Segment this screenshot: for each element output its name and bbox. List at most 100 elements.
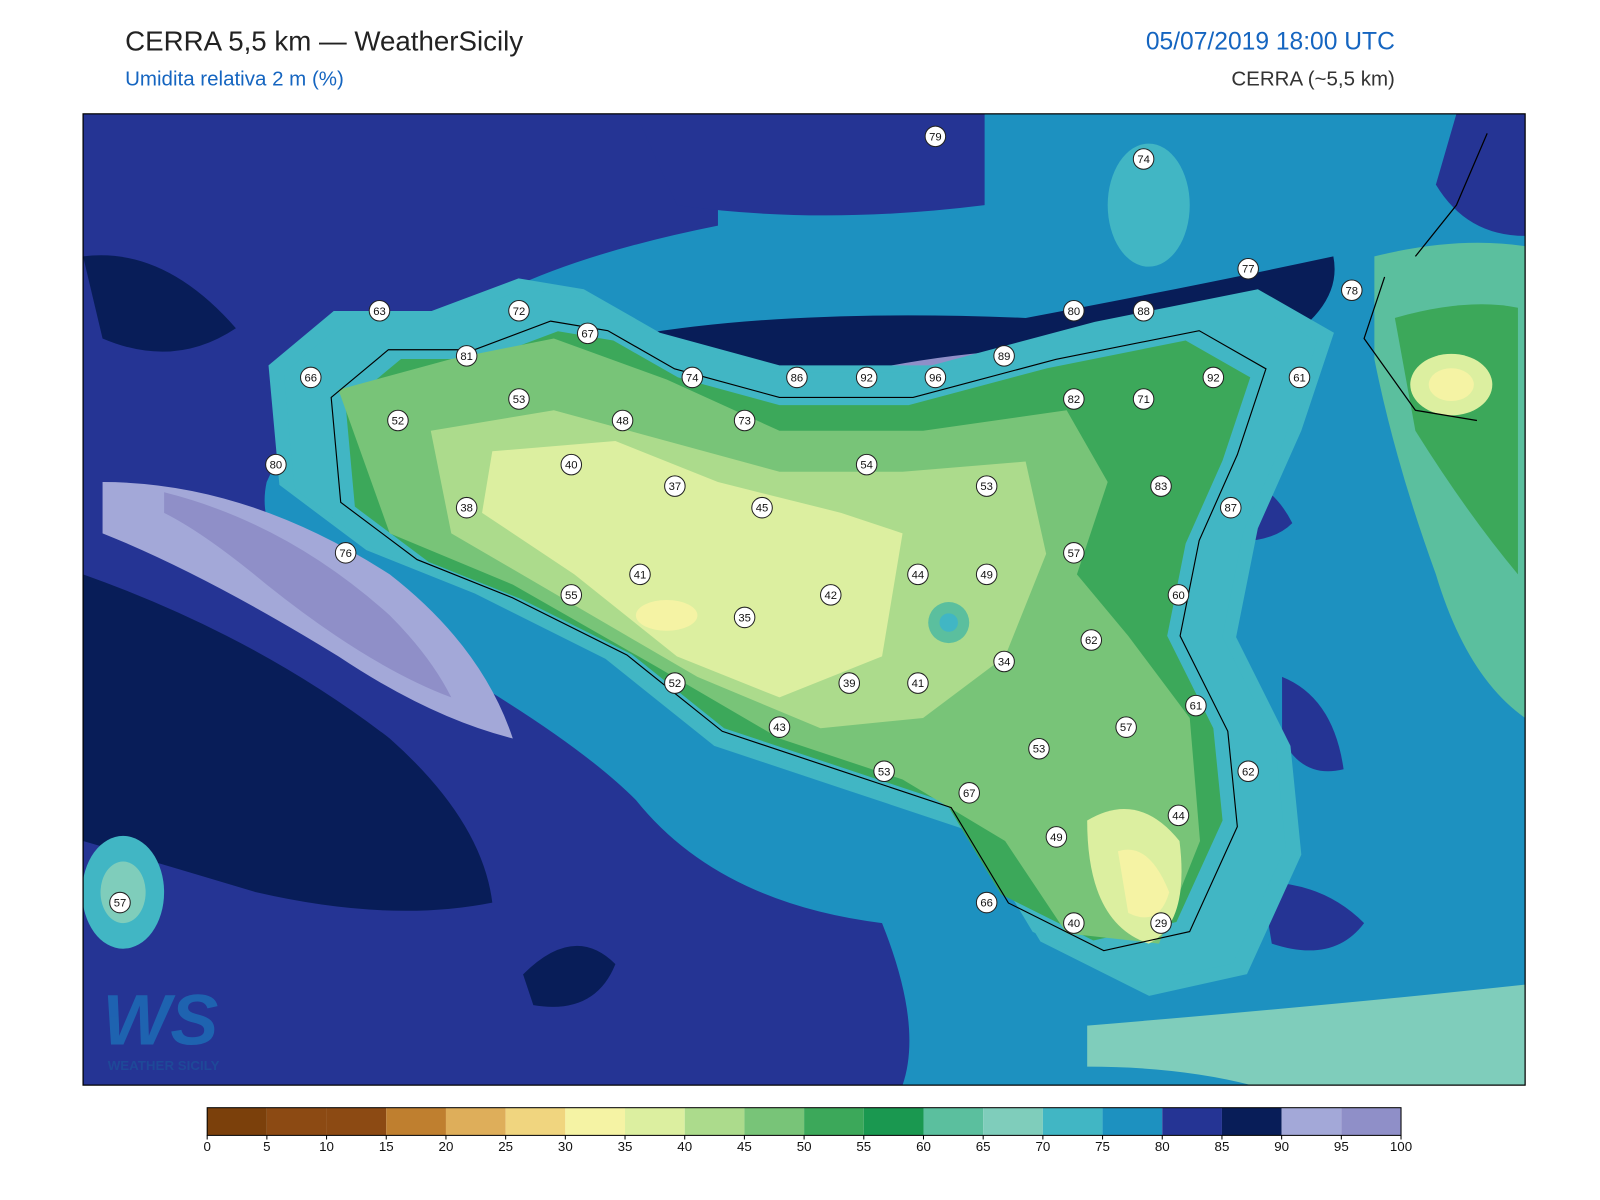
- station-value: 66: [305, 372, 318, 384]
- station-marker: [855, 366, 878, 389]
- station-marker: [576, 322, 599, 345]
- colorbar-tick-label: 100: [1390, 1139, 1412, 1154]
- station-marker: [786, 366, 808, 389]
- colorbar-tick-label: 0: [203, 1139, 210, 1154]
- station-value: 53: [513, 394, 526, 406]
- colorbar-swatch: [505, 1107, 566, 1136]
- map-field: WS WEATHER SICILY 79 74 77 78 63 72 67 80 88 81 89…: [83, 113, 1526, 1086]
- colorbar-swatch: [804, 1107, 864, 1136]
- station-value: 61: [1190, 701, 1203, 713]
- title: CERRA 5,5 km — WeatherSicily: [125, 25, 523, 56]
- station-marker: [993, 345, 1015, 367]
- station-marker: [455, 345, 478, 367]
- station-marker: [1132, 148, 1155, 170]
- station-value: 92: [1207, 372, 1220, 384]
- station-value: 77: [1242, 264, 1255, 276]
- station-value: 96: [929, 372, 942, 384]
- station-value: 62: [1085, 635, 1098, 647]
- station-value: 74: [686, 372, 699, 384]
- station-value: 67: [581, 328, 594, 340]
- station-value: 73: [738, 416, 751, 428]
- station-marker: [664, 672, 686, 694]
- colorbar-swatch: [565, 1107, 626, 1136]
- colorbar-tick-label: 25: [498, 1139, 513, 1154]
- map-frame: [82, 113, 1526, 1086]
- station-marker: [1045, 826, 1068, 848]
- station-value: 34: [998, 657, 1011, 669]
- station-value: 49: [980, 569, 993, 581]
- station-marker: [907, 563, 929, 586]
- station-value: 61: [1293, 372, 1306, 384]
- station-value: 89: [998, 351, 1011, 363]
- logo-text: WEATHER SICILY: [108, 1058, 220, 1073]
- colorbar-tick-label: 50: [797, 1139, 812, 1154]
- station-value: 76: [339, 548, 352, 560]
- station-marker: [560, 584, 583, 606]
- station-marker: [508, 299, 530, 322]
- logo: WS WEATHER SICILY: [103, 981, 220, 1074]
- station-value: 81: [460, 351, 473, 363]
- station-marker: [1220, 496, 1242, 519]
- station-marker: [924, 366, 947, 389]
- colorbar-swatch: [445, 1107, 506, 1136]
- station-marker: [768, 716, 791, 738]
- station-value: 52: [392, 416, 405, 428]
- colorbar-tick-label: 15: [379, 1139, 394, 1154]
- station-marker: [1028, 737, 1050, 760]
- colorbar-tick-label: 85: [1215, 1139, 1230, 1154]
- station-value: 62: [1242, 766, 1255, 778]
- station-value: 41: [634, 569, 647, 581]
- station-marker: [1185, 694, 1207, 717]
- station-value: 52: [669, 678, 682, 690]
- station-marker: [1167, 584, 1190, 606]
- datetime: 05/07/2019 18:00 UTC: [1146, 29, 1395, 56]
- colorbar-tick-label: 30: [558, 1139, 573, 1154]
- station-marker: [975, 563, 998, 586]
- colorbar-swatch: [1042, 1107, 1103, 1136]
- station-marker: [733, 409, 756, 432]
- colorbar-tick-label: 95: [1334, 1139, 1349, 1154]
- station-marker: [265, 453, 287, 476]
- station-marker: [1237, 257, 1259, 280]
- station-value: 43: [773, 722, 786, 734]
- station-marker: [334, 542, 357, 564]
- station-value: 53: [878, 766, 891, 778]
- station-marker: [1063, 299, 1085, 322]
- colorbar-tick-label: 20: [439, 1139, 454, 1154]
- station-marker: [1288, 366, 1311, 389]
- station-value: 83: [1155, 481, 1168, 493]
- colorbar-swatch: [1281, 1107, 1342, 1136]
- station-value: 49: [1050, 832, 1063, 844]
- station-value: 44: [912, 569, 925, 581]
- station-value: 80: [270, 460, 283, 472]
- colorbar-swatch: [326, 1107, 387, 1136]
- station-marker: [1063, 542, 1085, 564]
- station-marker: [1132, 299, 1155, 322]
- colorbar-swatch: [923, 1107, 984, 1136]
- station-value: 53: [1033, 744, 1046, 756]
- station-value: 82: [1068, 394, 1081, 406]
- colorbar-swatch: [386, 1107, 446, 1136]
- colorbar-tick-label: 75: [1095, 1139, 1110, 1154]
- station-value: 40: [1068, 918, 1081, 930]
- station-marker: [629, 563, 651, 586]
- station-value: 88: [1137, 306, 1150, 318]
- station-marker: [1341, 279, 1363, 302]
- station-marker: [387, 409, 409, 432]
- station-marker: [924, 125, 947, 148]
- station-value: 67: [963, 788, 976, 800]
- colorbar-swatch: [744, 1107, 805, 1136]
- station-marker: [109, 891, 131, 914]
- colorbar-tick-label: 70: [1035, 1139, 1050, 1154]
- station-marker: [855, 453, 878, 476]
- station-marker: [975, 891, 998, 914]
- logo-letters: WS: [103, 981, 219, 1061]
- station-value: 66: [980, 898, 993, 910]
- station-marker: [733, 606, 756, 629]
- colorbar-tick-label: 80: [1155, 1139, 1170, 1154]
- station-marker: [838, 672, 860, 694]
- colorbar-tick-label: 40: [677, 1139, 692, 1154]
- station-value: 86: [791, 372, 804, 384]
- colorbar-swatch: [1102, 1107, 1163, 1136]
